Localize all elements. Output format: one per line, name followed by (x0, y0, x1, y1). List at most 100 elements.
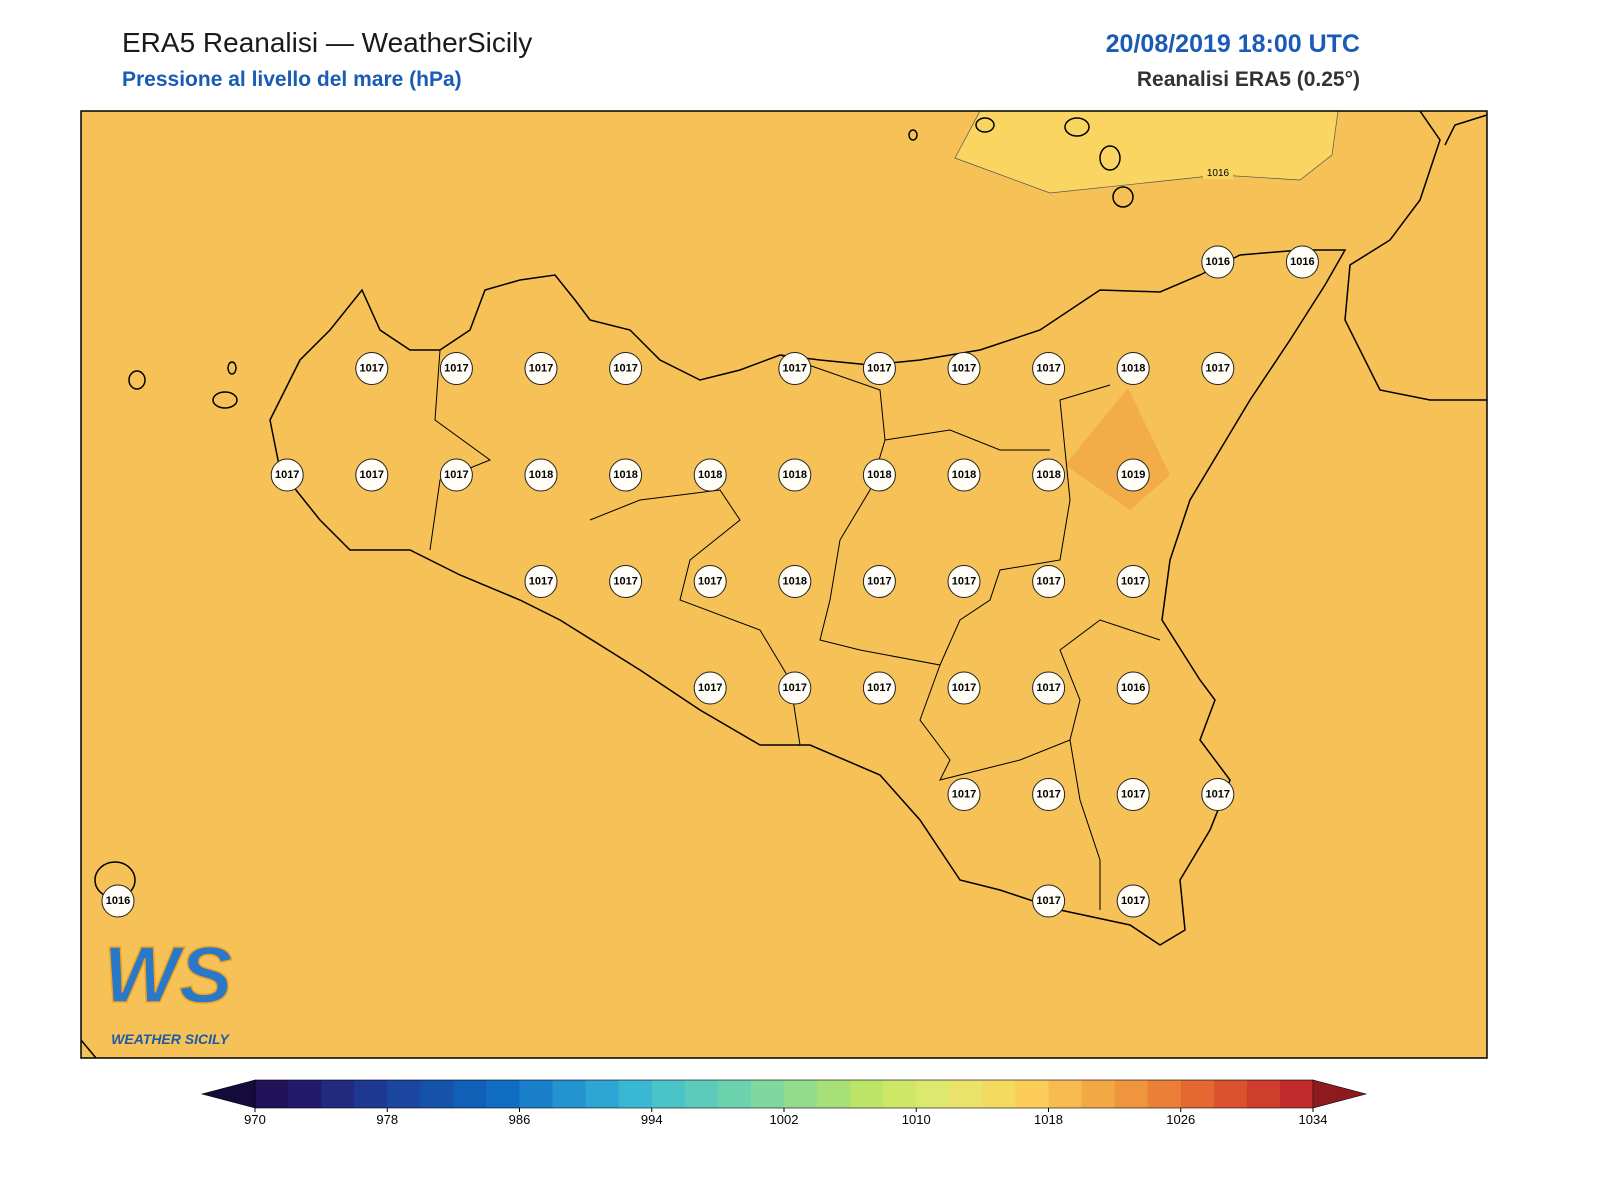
station-marker (1116, 352, 1150, 385)
station-marker (609, 565, 643, 598)
station-value: 1017 (952, 576, 976, 588)
station-marker (1201, 778, 1235, 811)
colorbar-cell (618, 1080, 653, 1108)
colorbar-cell (1279, 1080, 1314, 1108)
colorbar-tick-label: 970 (244, 1112, 266, 1127)
station-marker (1032, 778, 1066, 811)
station-marker (1032, 352, 1066, 385)
station-value: 1018 (698, 469, 722, 481)
colorbar-cell (916, 1080, 950, 1108)
station-value: 1017 (1121, 895, 1145, 907)
colorbar-cell (1048, 1080, 1083, 1108)
colorbar: 970 978 986 994 1002 1010 1018 1026 1034 (200, 1079, 1368, 1127)
station-marker (1116, 884, 1150, 918)
colorbar-cell (1114, 1080, 1149, 1108)
station-marker (693, 565, 727, 598)
station-value: 1017 (1036, 895, 1060, 907)
station-marker (524, 458, 558, 492)
station-marker (1116, 565, 1150, 598)
station-value: 1017 (698, 682, 722, 694)
colorbar-cell (982, 1080, 1016, 1108)
station-value: 1017 (360, 363, 384, 375)
station-value: 1017 (867, 576, 891, 588)
station-value: 1018 (783, 469, 807, 481)
station-value: 1017 (1206, 789, 1230, 801)
colorbar-tick-label: 994 (641, 1112, 663, 1127)
source: Reanalisi ERA5 (0.25°) (1137, 68, 1360, 91)
station-value: 1017 (613, 576, 637, 588)
station-marker (1285, 245, 1319, 279)
station-marker (1032, 671, 1066, 705)
station-marker (1032, 565, 1066, 598)
station-value: 1017 (952, 682, 976, 694)
logo-text: WEATHER SICILY (111, 1031, 230, 1047)
station-marker (778, 352, 812, 385)
colorbar-tick-label: 978 (376, 1112, 398, 1127)
station-value: 1018 (613, 469, 637, 481)
station-value: 1017 (783, 682, 807, 694)
station-value: 1017 (867, 363, 891, 375)
station-marker (524, 352, 558, 385)
colorbar-cell (354, 1080, 388, 1108)
station-marker (1116, 671, 1150, 705)
colorbar-cell (817, 1080, 851, 1108)
colorbar-under (200, 1079, 256, 1109)
station-marker (1201, 352, 1235, 385)
colorbar-tick-label: 1026 (1166, 1112, 1195, 1127)
colorbar-cell (1015, 1080, 1049, 1108)
colorbar-cell (453, 1080, 487, 1108)
station-value: 1017 (529, 576, 553, 588)
station-value: 1017 (698, 576, 722, 588)
station-value: 1017 (1121, 576, 1145, 588)
station-marker (862, 565, 896, 598)
colorbar-cell (651, 1080, 686, 1108)
colorbar-cell (288, 1080, 322, 1108)
colorbar-over (1312, 1079, 1368, 1109)
station-value: 1017 (360, 469, 384, 481)
station-marker (1116, 458, 1150, 492)
colorbar-tick-label: 1002 (770, 1112, 799, 1127)
station-marker (1032, 458, 1066, 492)
station-value: 1018 (529, 469, 553, 481)
contour-region (954, 110, 1339, 194)
coastline (80, 110, 1488, 1059)
station-value: 1016 (1121, 682, 1145, 694)
station-marker (947, 671, 981, 705)
station-value: 1019 (1121, 469, 1145, 481)
station-marker (947, 458, 981, 492)
colorbar-cell (1246, 1080, 1281, 1108)
colorbar-cell (717, 1080, 752, 1108)
subtitle: Pressione al livello del mare (hPa) (122, 68, 462, 91)
station-value: 1017 (952, 363, 976, 375)
station-value: 1017 (1121, 789, 1145, 801)
station-marker (693, 671, 727, 705)
label-bg (1203, 166, 1233, 179)
colorbar-cell (784, 1080, 818, 1108)
station-value: 1017 (1036, 682, 1060, 694)
station-marker (355, 458, 389, 492)
station-value: 1018 (952, 469, 976, 481)
colorbar-cell (684, 1080, 719, 1108)
station-marker (1116, 778, 1150, 811)
station-value: 1018 (1036, 469, 1060, 481)
station-marker (101, 884, 135, 918)
station-marker (778, 565, 812, 598)
colorbar-cell (1213, 1080, 1248, 1108)
station-marker (778, 671, 812, 705)
station-marker (439, 352, 473, 385)
station-value: 1016 (1290, 256, 1314, 268)
logo-mark: WS (104, 930, 233, 1019)
station-value: 1017 (952, 789, 976, 801)
station-value: 1017 (444, 363, 468, 375)
station-marker (862, 352, 896, 385)
station-value: 1017 (444, 469, 468, 481)
colorbar-tick-label: 986 (509, 1112, 531, 1127)
colorbar-cell (750, 1080, 785, 1108)
map-frame (80, 110, 1488, 1059)
colorbar-tick-label: 1010 (902, 1112, 931, 1127)
colorbar-cell (1081, 1080, 1116, 1108)
station-marker (524, 565, 558, 598)
colorbar-cell (850, 1080, 884, 1108)
colorbar-cell (1147, 1080, 1182, 1108)
